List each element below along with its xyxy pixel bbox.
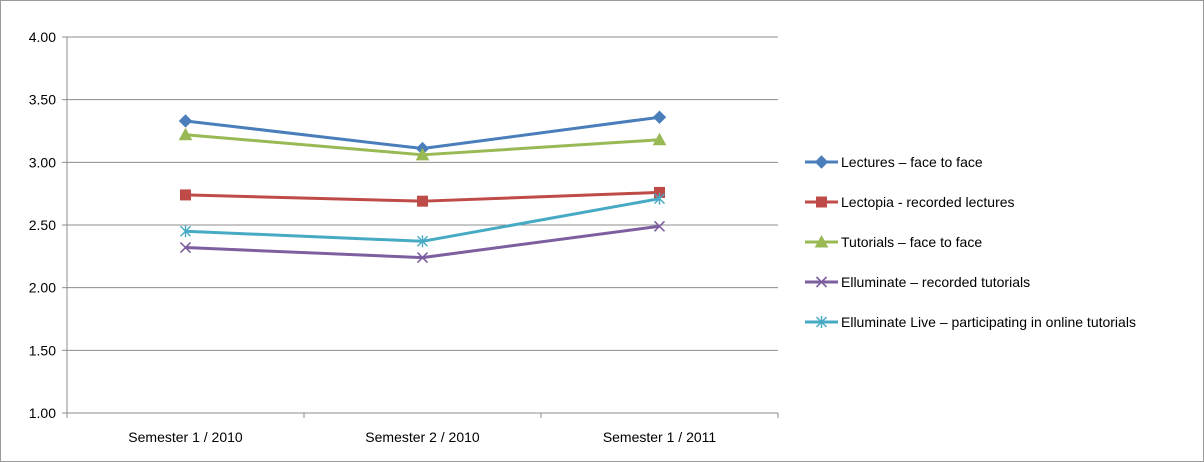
y-tick-label: 2.00 (29, 280, 56, 296)
data-point (180, 189, 191, 201)
x-tick-label: Semester 1 / 2011 (603, 429, 717, 445)
x-tick-labels: Semester 1 / 2010 Semester 2 / 2010 Semest… (128, 429, 716, 445)
legend-marker (816, 196, 827, 208)
data-point (417, 195, 428, 207)
data-point (416, 252, 429, 264)
legend: Lectures – face to face Lectopia - record… (805, 154, 1136, 330)
y-tick-label: 1.00 (29, 405, 56, 421)
y-tick-label: 3.50 (29, 92, 56, 108)
data-point (652, 110, 667, 124)
gridlines (67, 36, 778, 351)
y-tick-label: 3.00 (29, 154, 56, 170)
legend-label: Lectopia - recorded lectures (841, 194, 1015, 210)
data-point (653, 220, 666, 232)
legend-label: Tutorials – face to face (841, 234, 982, 250)
series-4 (179, 220, 666, 264)
x-tick-label: Semester 1 / 2010 (128, 429, 243, 445)
legend-item: Elluminate – recorded tutorials (805, 274, 1030, 290)
legend-item: Elluminate Live – participating in onlin… (805, 314, 1136, 330)
legend-item: Lectopia - recorded lectures (805, 194, 1015, 210)
legend-label: Lectures – face to face (841, 154, 983, 170)
data-point (417, 235, 428, 248)
legend-marker (816, 316, 827, 328)
y-tick-label: 1.50 (29, 342, 56, 358)
series-2 (180, 186, 665, 207)
series-group (178, 110, 667, 264)
axes (62, 36, 779, 418)
legend-label: Elluminate Live – participating in onlin… (841, 314, 1136, 330)
data-point (178, 114, 193, 128)
legend-item: Lectures – face to face (805, 154, 983, 170)
y-tick-label: 4.00 (29, 29, 56, 45)
series-3 (178, 127, 667, 161)
legend-label: Elluminate – recorded tutorials (841, 274, 1030, 290)
legend-item: Tutorials – face to face (805, 234, 982, 250)
legend-marker (814, 155, 829, 169)
y-tick-labels: 1.00 1.50 2.00 2.50 3.00 3.50 4.00 (29, 29, 56, 421)
data-point (415, 147, 430, 161)
data-point (652, 132, 667, 146)
data-point (654, 192, 665, 205)
data-point (178, 127, 193, 141)
data-point (180, 225, 191, 238)
legend-marker (814, 234, 829, 248)
y-tick-label: 2.50 (29, 217, 56, 233)
x-tick-label: Semester 2 / 2010 (365, 429, 480, 445)
data-point (179, 241, 192, 254)
series-5 (180, 192, 665, 248)
legend-marker (815, 276, 828, 288)
